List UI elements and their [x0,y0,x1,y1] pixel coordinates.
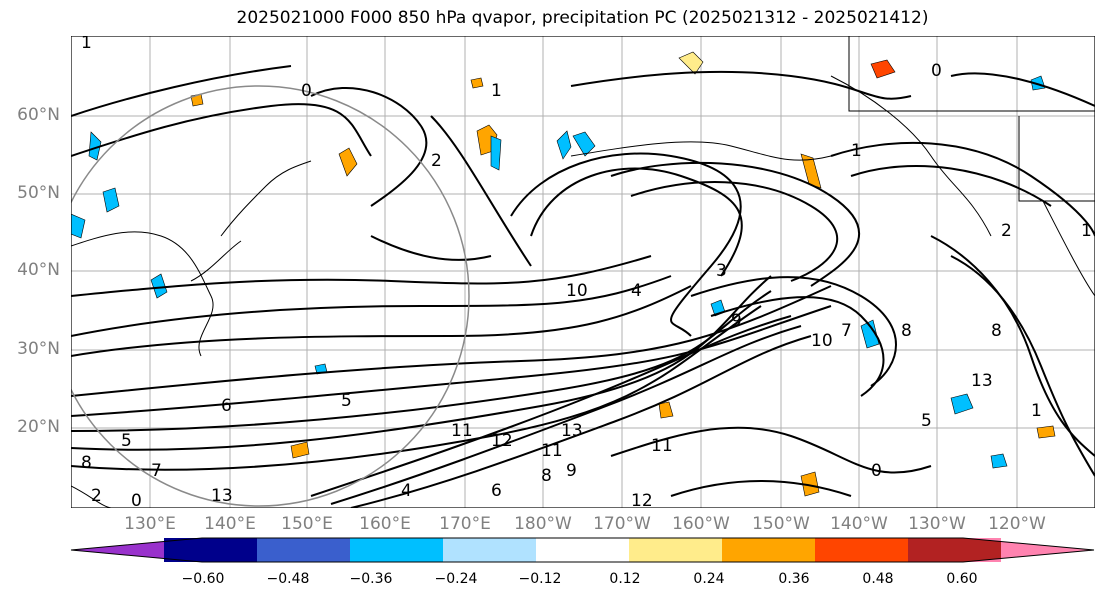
contour-value-label: 3 [716,261,727,281]
contour-value-label: 10 [811,331,833,351]
contour-value-label: 11 [451,421,473,441]
longitude-label: 180°W [514,514,572,534]
longitude-label: 130°W [908,514,966,534]
latitude-label: 20°N [17,417,60,437]
contour-value-label: 0 [931,61,942,81]
coastline-outlines [71,36,1095,508]
longitude-label: 170°E [439,514,491,534]
contour-value-label: 1 [851,141,862,161]
contour-value-label: 13 [561,421,583,441]
contour-value-label: 0 [131,491,142,508]
contour-value-label: 4 [631,281,642,301]
longitude-label: 150°E [281,514,333,534]
colorbar-segment [815,538,908,562]
contour-value-label: 8 [81,453,92,473]
colorbar-tick-label: −0.48 [266,571,310,587]
map-title: 2025021000 F000 850 hPa qvapor, precipit… [236,8,929,28]
colorbar-segment [629,538,722,562]
longitude-label: 150°W [752,514,810,534]
contour-value-label: 12 [631,491,653,508]
latitude-label: 50°N [17,183,60,203]
range-circle [71,85,470,507]
colorbar-segment [350,538,443,562]
contour-value-label: 13 [971,371,993,391]
colorbar [70,537,1095,563]
contour-value-label: 4 [401,481,412,501]
contour-value-label: 1 [1081,221,1092,241]
colorbar-tick-label: −0.36 [349,571,393,587]
colorbar-tick-label: −0.24 [434,571,478,587]
colorbar-segment [71,538,202,562]
contour-value-label: 1 [491,81,502,101]
contour-value-label: 9 [731,311,742,331]
colorbar-segment [443,538,536,562]
contour-value-label: 7 [841,321,852,341]
contour-value-label: 7 [151,461,162,481]
contour-value-label: 0 [301,81,312,101]
colorbar-tick-label: 0.12 [609,571,641,587]
colorbar-tick-label: 0.36 [778,571,810,587]
colorbar-segment [257,538,350,562]
contour-value-label: 11 [651,436,673,456]
contour-value-label: 6 [221,396,232,416]
contour-value-label: 5 [341,391,352,411]
contour-value-label: 5 [921,411,932,431]
colorbar-segment [722,538,815,562]
contour-value-label: 13 [211,486,233,506]
graticule-gridlines [71,36,1095,508]
colorbar-segment [164,538,257,562]
longitude-label: 140°E [204,514,256,534]
contour-value-label: 2 [431,151,442,171]
colorbar-tick-label: −0.60 [181,571,225,587]
colorbar-tick-label: 0.60 [946,571,978,587]
longitude-label: 130°E [124,514,176,534]
contour-value-label: 0 [871,461,882,481]
contour-value-label: 8 [901,321,912,341]
contour-value-label: 1 [1031,401,1042,421]
longitude-label: 120°W [988,514,1046,534]
contour-value-label: 9 [566,461,577,481]
colorbar-tick-label: −0.12 [518,571,562,587]
contour-value-label: 2 [91,486,102,506]
contour-value-label: 5 [121,431,132,451]
contour-value-label: 6 [491,481,502,501]
contour-value-label: 12 [491,431,513,451]
colorbar-segment [908,538,1001,562]
latitude-label: 30°N [17,339,60,359]
contour-value-label: 2 [1001,221,1012,241]
contour-value-label: 10 [566,281,588,301]
longitude-label: 140°W [830,514,888,534]
contour-value-label: 1 [81,36,92,53]
contour-value-label: 8 [541,466,552,486]
longitude-label: 170°W [593,514,651,534]
qvapor-contour-lines [71,65,1095,508]
colorbar-tick-label: 0.24 [693,571,725,587]
colorbar-outline [70,537,1095,563]
colorbar-tick-label: 0.48 [862,571,894,587]
colorbar-segment [963,538,1094,562]
latitude-label: 60°N [17,105,60,125]
contour-value-label: 8 [991,321,1002,341]
longitude-label: 160°W [672,514,730,534]
contour-value-label: 11 [541,441,563,461]
colorbar-segment [536,538,629,562]
longitude-label: 160°E [359,514,411,534]
latitude-label: 40°N [17,260,60,280]
